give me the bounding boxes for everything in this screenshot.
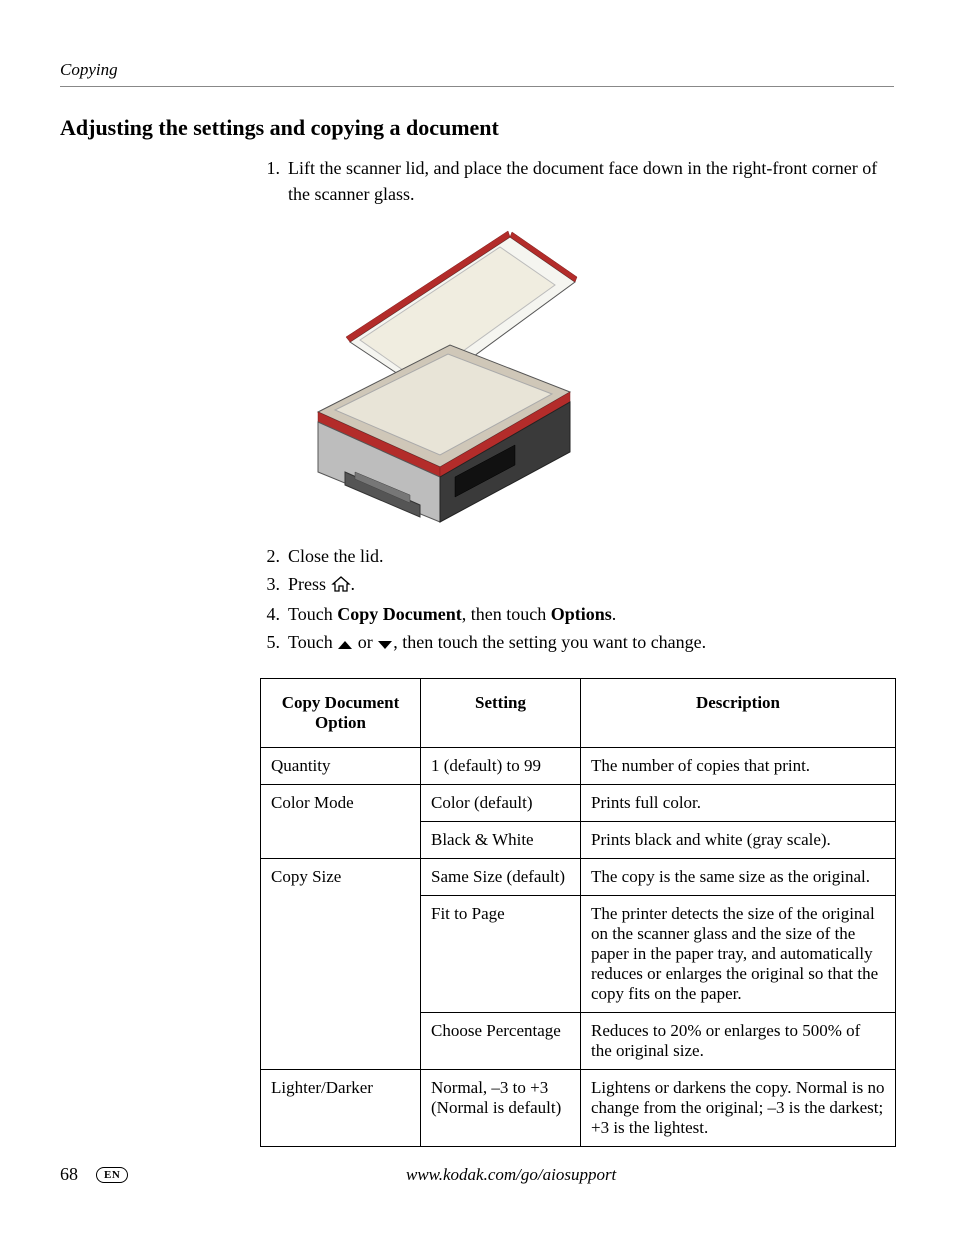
- step-text: Close the lid.: [288, 543, 894, 569]
- copy-options-table: Copy Document Option Setting Description…: [260, 678, 896, 1147]
- cell-description: Prints black and white (gray scale).: [581, 821, 896, 858]
- arrow-up-icon: [337, 631, 353, 657]
- cell-setting: Color (default): [421, 784, 581, 821]
- step-5-mid: or: [353, 632, 377, 652]
- printer-illustration: [300, 227, 894, 527]
- cell-option: Copy Size: [261, 858, 421, 895]
- cell-setting: 1 (default) to 99: [421, 747, 581, 784]
- running-head: Copying: [60, 60, 894, 87]
- step-text: Press .: [288, 571, 894, 599]
- table-row: Black & White Prints black and white (gr…: [261, 821, 896, 858]
- cell-description: The printer detects the size of the orig…: [581, 895, 896, 1012]
- printer-svg: [300, 227, 580, 527]
- table-row: Quantity 1 (default) to 99 The number of…: [261, 747, 896, 784]
- step-text: Touch or , then touch the setting you wa…: [288, 629, 894, 657]
- step-1: 1. Lift the scanner lid, and place the d…: [260, 155, 894, 207]
- cell-description: Prints full color.: [581, 784, 896, 821]
- col-header-description: Description: [581, 678, 896, 747]
- step-4-pre: Touch: [288, 604, 337, 624]
- table-header-row: Copy Document Option Setting Description: [261, 678, 896, 747]
- cell-setting: Fit to Page: [421, 895, 581, 1012]
- cell-setting: Choose Percentage: [421, 1012, 581, 1069]
- col-header-option: Copy Document Option: [261, 678, 421, 747]
- language-badge: EN: [96, 1167, 128, 1183]
- step-list: 1. Lift the scanner lid, and place the d…: [260, 155, 894, 658]
- table-row: Color Mode Color (default) Prints full c…: [261, 784, 896, 821]
- cell-description: Lightens or darkens the copy. Normal is …: [581, 1069, 896, 1146]
- step-number: 1.: [260, 155, 288, 207]
- step-number: 5.: [260, 629, 288, 657]
- cell-option: [261, 1012, 421, 1069]
- cell-option: Color Mode: [261, 784, 421, 821]
- table-row: Fit to Page The printer detects the size…: [261, 895, 896, 1012]
- copy-options-table-wrap: Copy Document Option Setting Description…: [260, 678, 896, 1147]
- cell-option: Lighter/Darker: [261, 1069, 421, 1146]
- col-header-setting: Setting: [421, 678, 581, 747]
- footer-url: www.kodak.com/go/aiosupport: [128, 1165, 894, 1185]
- page-footer: 68 EN www.kodak.com/go/aiosupport: [60, 1164, 894, 1185]
- step-4: 4. Touch Copy Document, then touch Optio…: [260, 601, 894, 627]
- step-4-post: .: [612, 604, 617, 624]
- step-2: 2. Close the lid.: [260, 543, 894, 569]
- home-icon: [331, 573, 351, 599]
- cell-setting: Black & White: [421, 821, 581, 858]
- step-number: 2.: [260, 543, 288, 569]
- table-row: Copy Size Same Size (default) The copy i…: [261, 858, 896, 895]
- step-number: 3.: [260, 571, 288, 599]
- step-3-pre: Press: [288, 574, 331, 594]
- cell-description: The number of copies that print.: [581, 747, 896, 784]
- page: Copying Adjusting the settings and copyi…: [0, 0, 954, 1235]
- arrow-down-icon: [377, 631, 393, 657]
- cell-option: Quantity: [261, 747, 421, 784]
- step-3: 3. Press .: [260, 571, 894, 599]
- step-text: Lift the scanner lid, and place the docu…: [288, 155, 894, 207]
- table-row: Choose Percentage Reduces to 20% or enla…: [261, 1012, 896, 1069]
- cell-description: Reduces to 20% or enlarges to 500% of th…: [581, 1012, 896, 1069]
- step-text: Touch Copy Document, then touch Options.: [288, 601, 894, 627]
- step-5-pre: Touch: [288, 632, 337, 652]
- cell-description: The copy is the same size as the origina…: [581, 858, 896, 895]
- step-4-b1: Copy Document: [337, 604, 462, 624]
- step-5: 5. Touch or , then touch the setting you…: [260, 629, 894, 657]
- step-5-post: , then touch the setting you want to cha…: [393, 632, 706, 652]
- cell-setting: Normal, –3 to +3 (Normal is default): [421, 1069, 581, 1146]
- step-number: 4.: [260, 601, 288, 627]
- step-3-post: .: [351, 574, 356, 594]
- step-4-mid: , then touch: [462, 604, 551, 624]
- table-row: Lighter/Darker Normal, –3 to +3 (Normal …: [261, 1069, 896, 1146]
- cell-option: [261, 895, 421, 1012]
- cell-option: [261, 821, 421, 858]
- section-title: Adjusting the settings and copying a doc…: [60, 115, 894, 141]
- page-number: 68: [60, 1164, 78, 1185]
- cell-setting: Same Size (default): [421, 858, 581, 895]
- step-4-b2: Options: [551, 604, 612, 624]
